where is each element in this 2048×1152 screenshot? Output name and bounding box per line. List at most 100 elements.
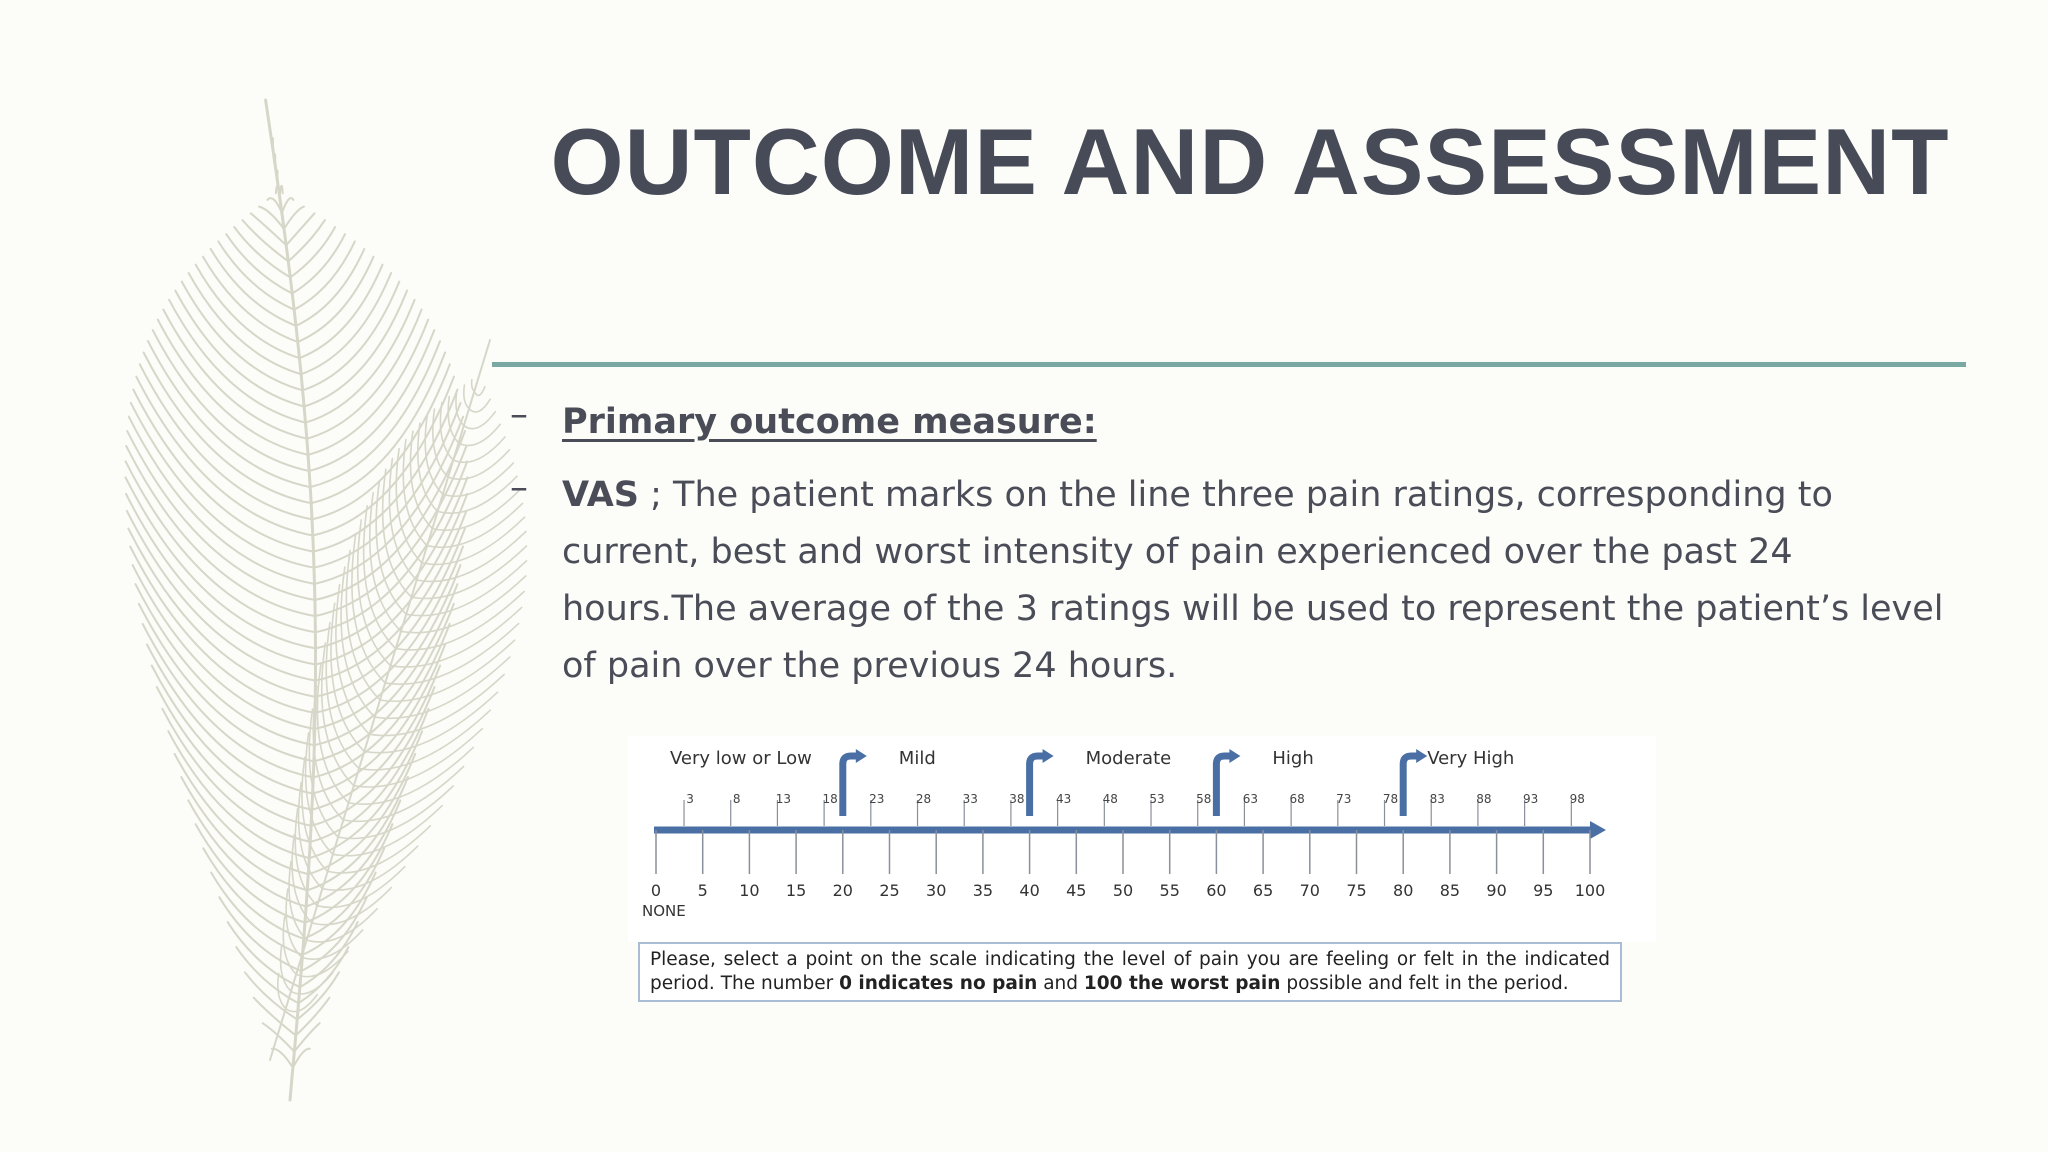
- feather-barb: [131, 564, 316, 730]
- feather-barb: [294, 996, 331, 1037]
- feather-barb: [142, 351, 313, 505]
- vas-major-tick-label: 70: [1300, 881, 1320, 900]
- feather-barb: [379, 639, 516, 702]
- vas-minor-tick-label: 28: [916, 792, 931, 806]
- feather-barb: [310, 686, 436, 827]
- feather-barb: [332, 804, 443, 857]
- feather-barb: [290, 972, 334, 995]
- vas-minor-tick-label: 18: [822, 792, 837, 806]
- feather-barb: [252, 996, 297, 1037]
- feather-barb: [462, 384, 470, 410]
- feather-barb: [302, 847, 386, 940]
- vas-minor-tick-label: 88: [1476, 792, 1491, 806]
- vas-term: VAS: [562, 475, 640, 515]
- vas-category-arrow: [1399, 752, 1418, 816]
- feather-barb: [313, 583, 459, 747]
- vas-minor-tick-label: 38: [1009, 792, 1024, 806]
- feather-barb: [457, 423, 502, 447]
- vas-major-tick-label: 15: [786, 881, 806, 900]
- feather-barb: [368, 673, 505, 737]
- feather-barb: [283, 205, 305, 230]
- feather-barb: [278, 184, 284, 198]
- feather-barb: [347, 746, 475, 805]
- feather-barb: [410, 545, 528, 600]
- feather-barb: [375, 479, 407, 616]
- vas-major-tick-label: 50: [1113, 881, 1133, 900]
- feather-barb: [124, 460, 317, 634]
- feather-barb: [351, 533, 386, 684]
- feather-barb: [304, 732, 334, 856]
- feather-barb: [155, 686, 313, 827]
- feather-barb: [285, 212, 316, 247]
- feather-barb: [405, 560, 528, 617]
- vas-category-label: High: [1272, 748, 1313, 769]
- feather-barb: [342, 765, 465, 823]
- feather-barb: [202, 847, 305, 940]
- vas-category-arrowhead: [1042, 749, 1054, 763]
- feather-barb: [363, 691, 499, 754]
- feather-barb: [298, 263, 384, 360]
- feather-barb: [345, 549, 381, 701]
- vas-note-bold-2: 100 the worst pain: [1083, 973, 1281, 994]
- feather-barb: [384, 622, 520, 685]
- vas-major-tick-label: 65: [1253, 881, 1273, 900]
- feather-barb: [308, 329, 436, 472]
- feather-barb: [284, 993, 318, 1013]
- bullet-vas-description: – VAS ; The patient marks on the line th…: [510, 467, 1960, 695]
- feather-barb: [307, 318, 430, 456]
- feather-barb: [395, 448, 423, 564]
- vas-minor-tick-label: 73: [1336, 792, 1351, 806]
- vas-figure-background: [628, 736, 1656, 942]
- vas-major-tick-label: 60: [1206, 881, 1226, 900]
- feather-illustration: [124, 98, 528, 1102]
- vas-minor-tick-label: 83: [1430, 792, 1445, 806]
- feather-barb: [162, 308, 308, 440]
- feather-barb: [335, 583, 371, 736]
- feather-barb: [417, 422, 439, 513]
- vas-category-arrowhead: [1416, 749, 1428, 763]
- vas-major-tick-label: 45: [1066, 881, 1086, 900]
- feather-barb: [167, 730, 311, 860]
- feather-barb: [415, 530, 527, 583]
- feather-barb: [293, 240, 356, 311]
- feather-barb: [316, 663, 350, 804]
- feather-barb: [305, 308, 423, 440]
- feather-barb: [394, 590, 525, 651]
- feather-barb: [209, 247, 297, 327]
- feather-barb: [330, 602, 366, 753]
- vas-category-arrowhead: [1229, 749, 1241, 763]
- feather-barb: [320, 642, 355, 787]
- feather-barb: [312, 622, 451, 779]
- vas-major-tick-label: 10: [739, 881, 759, 900]
- feather-barb: [135, 375, 314, 537]
- feather-barb: [270, 1047, 294, 1069]
- feather-barb: [146, 340, 312, 489]
- feather-barb: [261, 1022, 296, 1053]
- feather-barb: [455, 389, 465, 427]
- vas-major-tick-label: 55: [1160, 881, 1180, 900]
- vas-major-tick-label: 40: [1019, 881, 1039, 900]
- vas-major-tick-label: 35: [973, 881, 993, 900]
- vas-minor-tick-label: 68: [1289, 792, 1304, 806]
- vas-note-bold-1: 0 indicates no pain: [839, 973, 1038, 994]
- feather-barb: [447, 395, 460, 444]
- feather-barb: [124, 476, 317, 650]
- bullet-primary-outcome: – Primary outcome measure:: [510, 394, 1960, 451]
- feather-barb: [233, 226, 292, 279]
- feather-barb: [308, 730, 424, 860]
- feather-barb: [137, 602, 315, 763]
- feather-barb: [426, 502, 524, 549]
- feather-barb: [316, 865, 406, 909]
- feather-barb: [132, 388, 315, 553]
- feather-barb: [424, 415, 444, 496]
- vas-minor-tick-label: 23: [869, 792, 884, 806]
- feather-barb: [311, 375, 455, 537]
- feather-barb: [291, 1047, 311, 1069]
- feather-barb: [402, 438, 428, 547]
- feather-barb: [325, 621, 360, 770]
- feather-barb: [125, 509, 317, 682]
- vas-major-tick-label: 85: [1440, 881, 1460, 900]
- vas-major-tick-label: 80: [1393, 881, 1413, 900]
- feather-barb: [226, 921, 301, 989]
- feather-barb: [400, 575, 527, 634]
